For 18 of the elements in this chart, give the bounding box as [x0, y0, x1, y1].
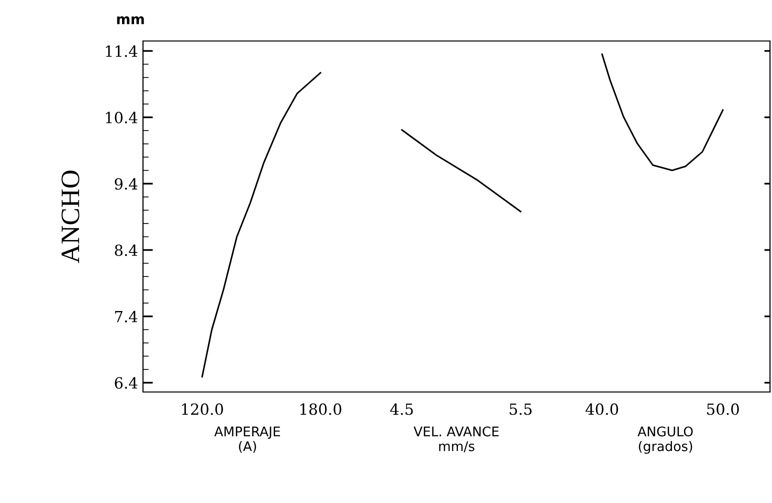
y-tick-label: 6.4	[114, 377, 138, 389]
x-axis-title: ANGULO (grados)	[638, 426, 693, 454]
y-tick-label: 10.4	[106, 112, 138, 124]
y-tick-label: 8.4	[114, 244, 138, 256]
x-tick-label: 4.5	[390, 403, 413, 415]
x-axis-title: VEL. AVANCE mm/s	[414, 426, 499, 452]
text: mm	[117, 16, 144, 24]
x-axis-title: AMPERAJE (A)	[214, 426, 280, 453]
x-tick-label: 50.0	[707, 403, 739, 415]
y-tick-label: 9.4	[114, 178, 138, 190]
x-tick-label: 120.0	[182, 403, 224, 415]
y-axis-title: ANCHO	[62, 170, 80, 264]
y-tick-label: 11.4	[106, 45, 138, 57]
y-tick-label: 7.4	[115, 310, 138, 322]
x-tick-label: 40.0	[586, 403, 618, 415]
line-series	[201, 72, 322, 378]
x-tick-label: 5.5	[510, 404, 532, 415]
x-tick-label: 180.0	[300, 403, 342, 415]
